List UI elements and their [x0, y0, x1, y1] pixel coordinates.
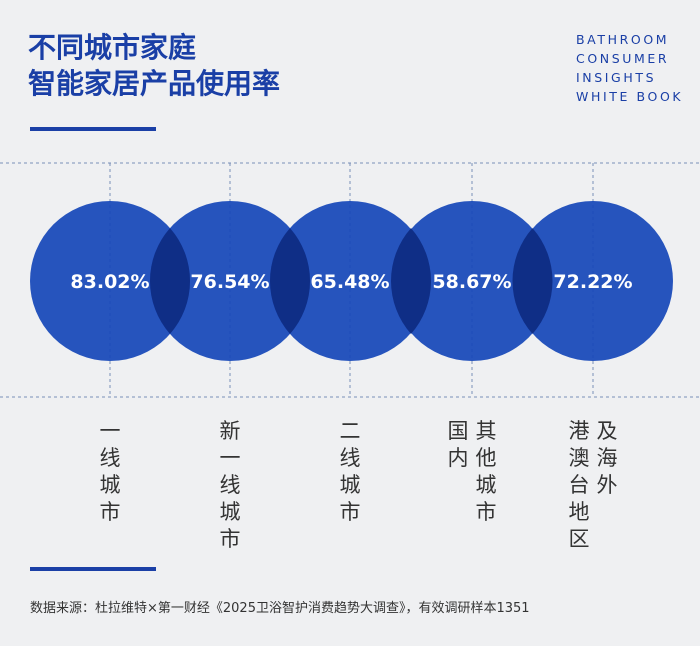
category-label-char: 海: [596, 446, 618, 470]
category-label-1: 一线城市: [96, 418, 124, 526]
brand-line-2: CONSUMER: [576, 51, 670, 66]
category-label-char: 城: [219, 500, 241, 524]
category-label-char: 及: [596, 419, 618, 443]
category-label-char: 线: [339, 446, 361, 470]
value-label-1: 83.02%: [70, 271, 149, 293]
category-label-char: 城: [475, 473, 497, 497]
bubble-overlap-3: [391, 228, 431, 334]
value-label-4: 58.67%: [432, 271, 511, 293]
data-source: 数据来源：杜拉维特×第一财经《2025卫浴智护消费趋势大调查》，有效调研样本13…: [30, 601, 530, 616]
title-line-2: 智能家居产品使用率: [28, 67, 281, 100]
category-label-char: 澳: [568, 446, 590, 470]
category-label-column: 新一线城市: [216, 418, 244, 553]
value-label-3: 65.48%: [310, 271, 389, 293]
category-label-char: 市: [339, 500, 361, 524]
category-label-char: 新: [219, 419, 241, 443]
value-label-5: 72.22%: [553, 271, 632, 293]
category-label-column: 及海外: [593, 418, 621, 553]
category-label-4: 其他城市国内: [444, 418, 500, 526]
title-line-1: 不同城市家庭: [28, 31, 197, 64]
category-label-char: 市: [99, 500, 121, 524]
category-label-column: 其他城市: [472, 418, 500, 526]
bubble-3: [270, 201, 430, 361]
category-label-char: 他: [475, 446, 497, 470]
bubble-1: [30, 201, 190, 361]
category-label-char: 内: [447, 446, 469, 470]
category-label-char: 市: [475, 500, 497, 524]
brand-line-3: INSIGHTS: [576, 70, 657, 85]
category-label-char: 台: [568, 473, 590, 497]
category-label-char: 二: [339, 419, 361, 443]
brand-block: BATHROOM CONSUMER INSIGHTS WHITE BOOK: [576, 30, 683, 106]
category-label-2: 新一线城市: [216, 418, 244, 553]
category-label-column: 国内: [444, 418, 472, 526]
brand-line-4: WHITE BOOK: [576, 89, 684, 104]
category-label-char: 线: [99, 446, 121, 470]
category-label-char: 一: [99, 419, 121, 443]
footer-rule: [30, 567, 156, 571]
category-label-column: 一线城市: [96, 418, 124, 526]
title-underline: [30, 127, 156, 131]
category-label-char: 一: [219, 446, 241, 470]
brand-line-1: BATHROOM: [576, 32, 670, 47]
bubble-4: [392, 201, 552, 361]
bubble-overlap-4: [512, 228, 553, 334]
category-label-5: 及海外港澳台地区: [565, 418, 621, 553]
category-label-char: 国: [447, 419, 469, 443]
category-label-char: 市: [219, 527, 241, 551]
page-title: 不同城市家庭 智能家居产品使用率: [28, 30, 280, 102]
category-label-char: 港: [568, 419, 590, 443]
category-label-char: 区: [568, 527, 590, 551]
bubble-5: [513, 201, 673, 361]
category-label-char: 线: [219, 473, 241, 497]
category-label-char: 外: [596, 473, 618, 497]
category-label-3: 二线城市: [336, 418, 364, 526]
category-label-column: 港澳台地区: [565, 418, 593, 553]
category-label-column: 二线城市: [336, 418, 364, 526]
bubble-2: [150, 201, 310, 361]
category-label-char: 城: [99, 473, 121, 497]
bubble-overlap-2: [269, 228, 311, 334]
category-label-char: 地: [568, 500, 590, 524]
category-label-char: 城: [339, 473, 361, 497]
value-label-2: 76.54%: [190, 271, 269, 293]
category-label-char: 其: [475, 419, 497, 443]
bubble-overlap-1: [149, 228, 191, 334]
